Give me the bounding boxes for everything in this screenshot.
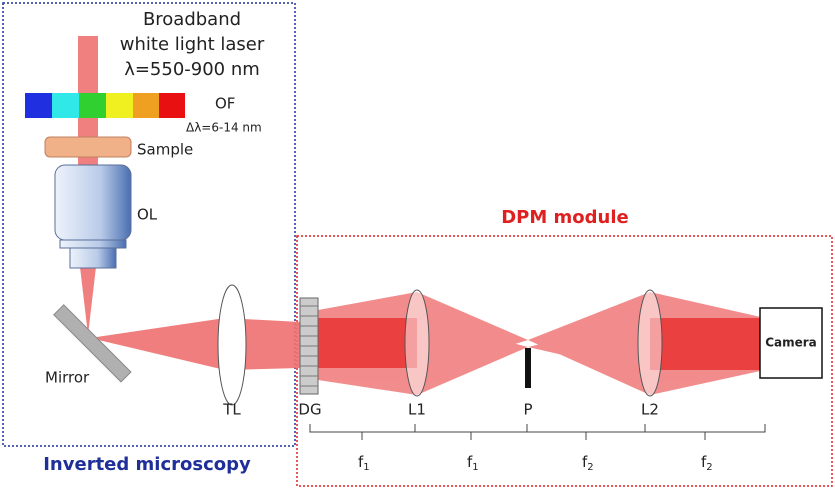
distance-label: f1 [467,453,479,474]
distance-labels: f1 f1 f2 f2 [358,453,713,474]
beam-core [650,318,760,370]
tube-lens [217,284,247,406]
laser-label: λ=550-900 nm [124,59,260,80]
distance-symbol: f [467,453,473,471]
distance-label: f1 [358,453,370,474]
distance-brackets [309,424,766,440]
optical-filter [25,93,185,118]
distance-symbol: f [582,453,588,471]
distance-label: f2 [582,453,594,474]
pinhole [525,348,531,388]
distance-subscript: 1 [472,462,478,473]
distance-subscript: 2 [587,462,593,473]
section-label: Inverted microscopy [43,454,251,475]
objective-lens [54,164,132,269]
filter-label: OF [215,95,235,113]
mirror-label: Mirror [45,369,90,387]
laser-label: Broadband [143,9,241,30]
beam [90,318,300,370]
filter-bandwidth: Δλ=6-14 nm [186,121,262,135]
lens-1 [404,289,430,397]
sample-slide [44,136,132,158]
camera [759,307,823,379]
microscope-box [2,2,296,447]
lens-label: P [523,401,532,419]
sample-label: Sample [137,141,193,159]
distance-label: f2 [701,453,713,474]
camera-label: Camera [765,336,817,350]
focused-beam [78,250,98,335]
distance-subscript: 1 [363,462,369,473]
distance-subscript: 2 [706,462,712,473]
section-label: DPM module [501,207,629,228]
lens-label: L1 [408,401,426,419]
beam-core [318,318,417,368]
lens-label: TL [222,401,241,419]
lens-2 [637,289,663,397]
distance-symbol: f [358,453,364,471]
objective-label: OL [137,206,158,224]
mirror [53,304,132,383]
grating-lines [300,305,318,387]
laser-label: white light laser [120,34,265,55]
distance-symbol: f [701,453,707,471]
lens-label: DG [298,401,321,419]
lens-label: L2 [641,401,659,419]
